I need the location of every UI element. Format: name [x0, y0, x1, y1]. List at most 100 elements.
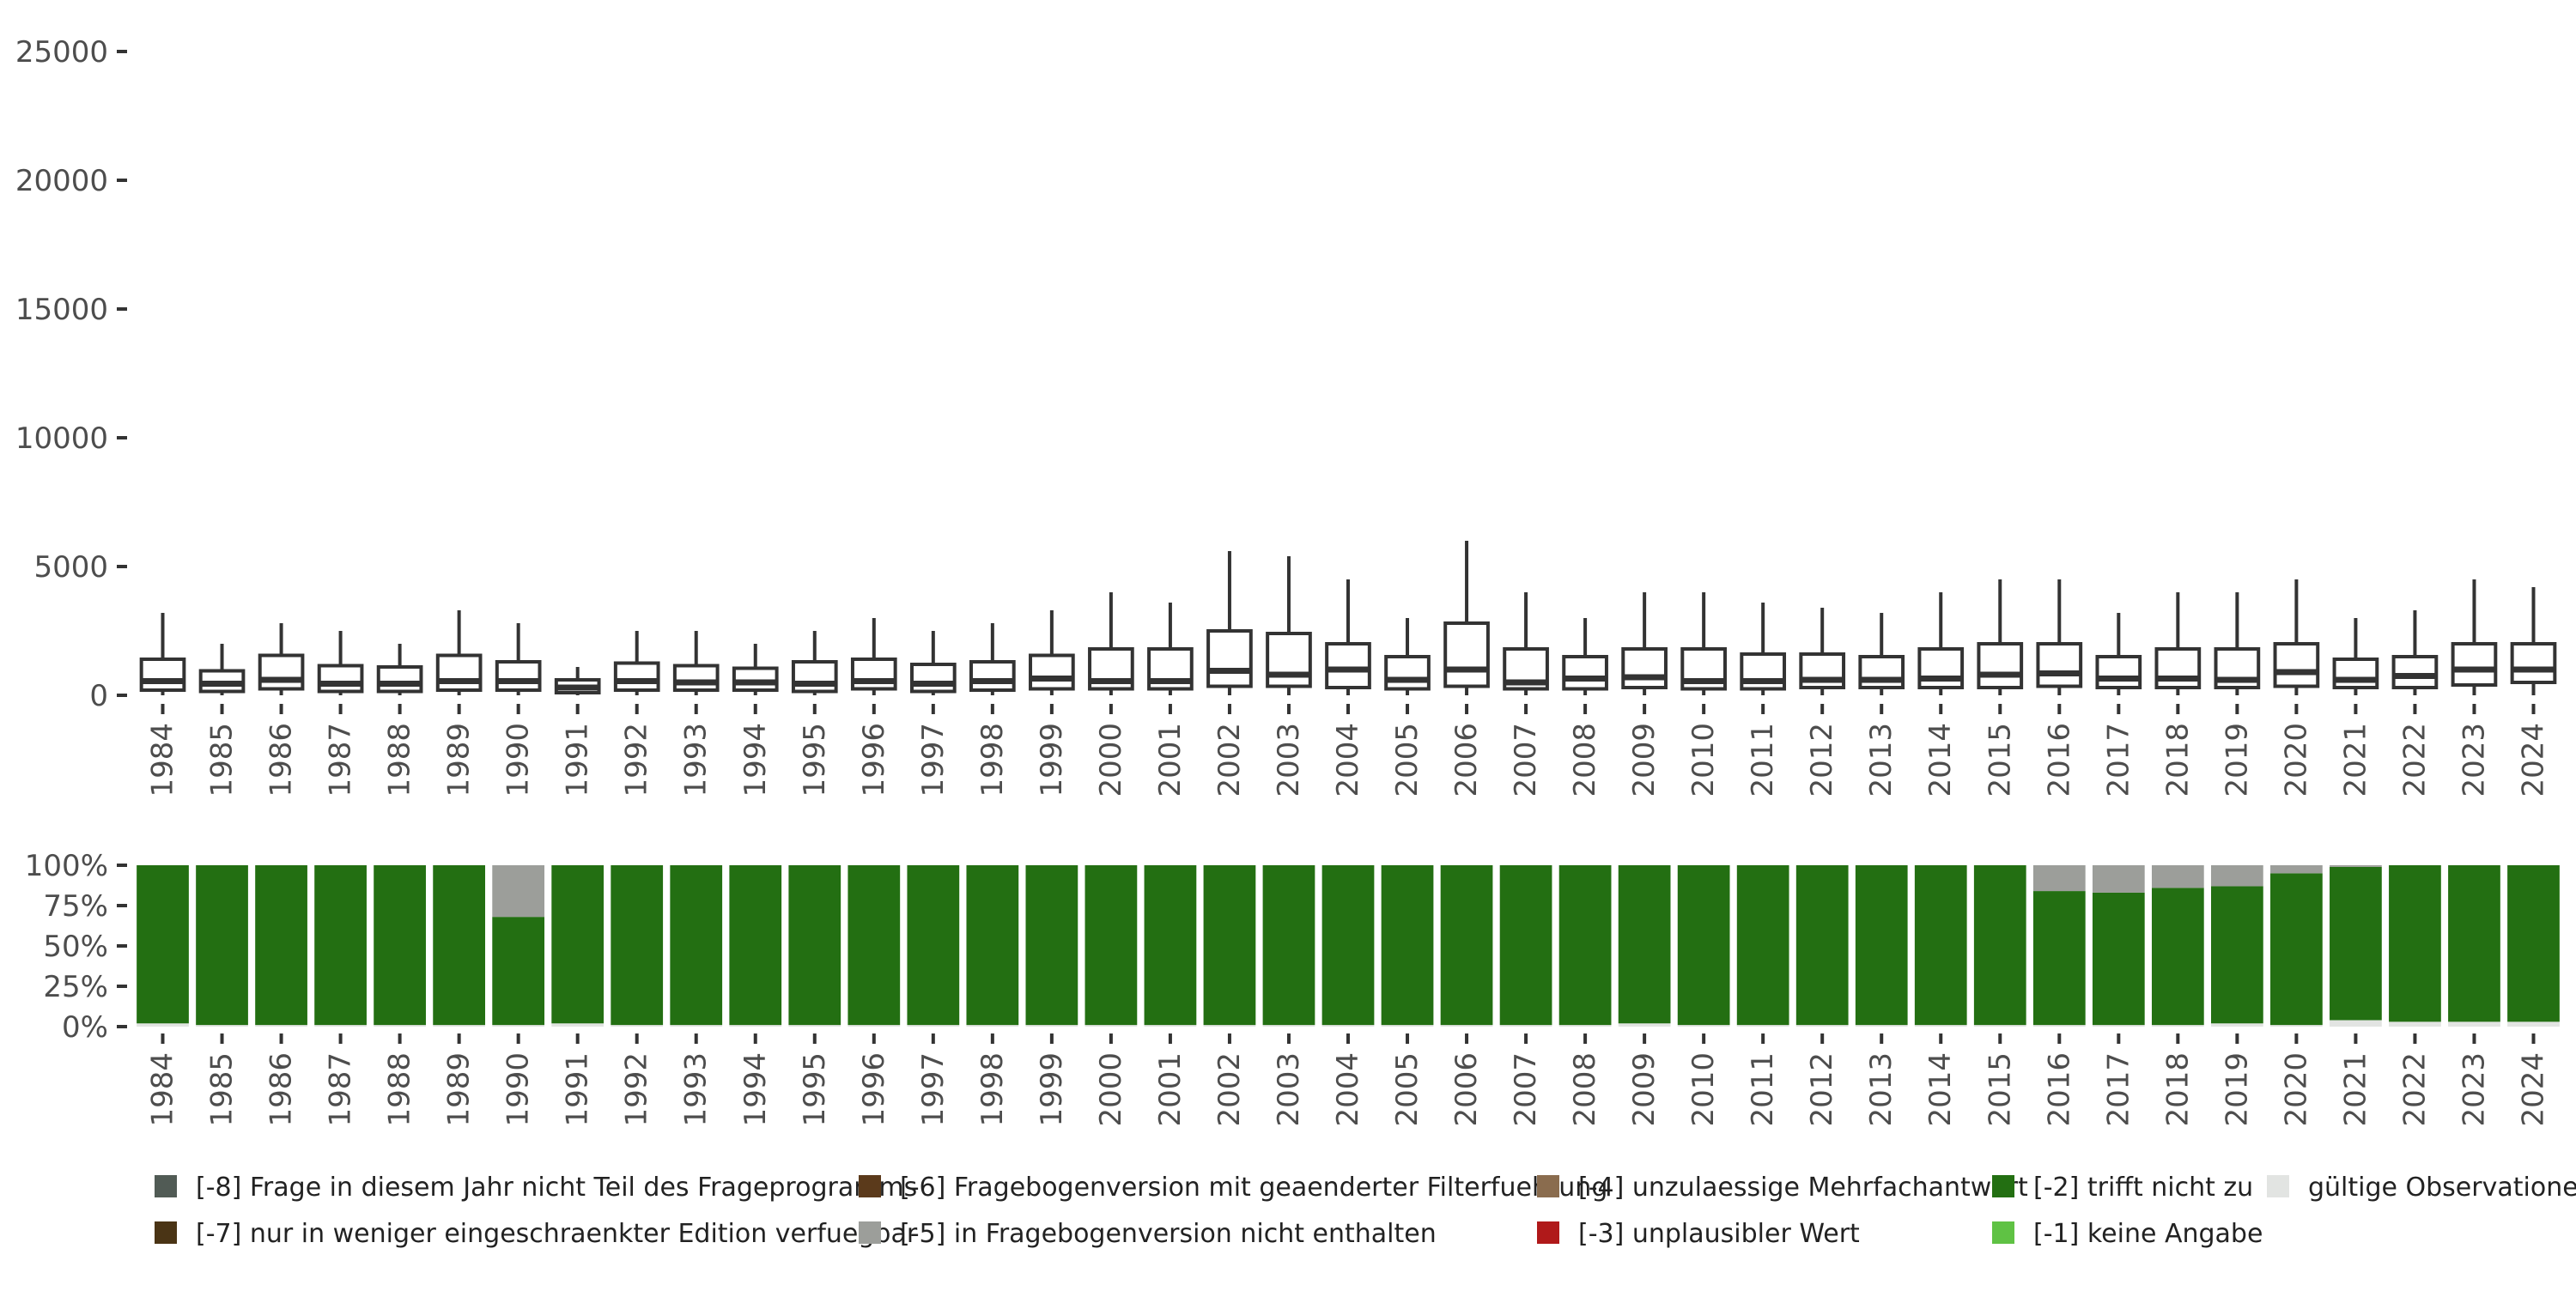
bar-segment: [2448, 865, 2500, 1022]
box-2001: [1147, 603, 1194, 695]
bar-segment: [1558, 1025, 1612, 1027]
legend-label: [-5] in Fragebogenversion nicht enthalte…: [900, 1219, 1437, 1249]
box-iqr: [613, 661, 660, 692]
bar-segment: [2507, 1021, 2560, 1027]
x-tick-label: 1992: [620, 723, 654, 797]
x-tick-label: 2010: [1686, 723, 1721, 797]
stacked-bar-2017: [2092, 865, 2145, 1027]
x-tick-label: 2023: [2457, 1052, 2491, 1127]
bar-segment: [2151, 865, 2204, 888]
stacked-bar-2019: [2210, 865, 2263, 1027]
x-tick-label: 1995: [798, 723, 832, 797]
legend-swatch: [1537, 1175, 1559, 1197]
bar-segment: [314, 865, 367, 1026]
bar-segment: [2032, 865, 2086, 892]
x-tick-label: 1994: [738, 723, 773, 797]
legend-swatch: [1992, 1175, 2014, 1197]
stacked-bar-2002: [1203, 865, 1256, 1027]
x-tick-label: 2008: [1568, 1052, 1602, 1127]
bar-segment: [1973, 865, 2026, 1026]
stacked-bar-1986: [255, 865, 307, 1027]
bar-segment: [1914, 1025, 1967, 1027]
box-1997: [909, 631, 957, 695]
box-iqr: [1621, 647, 1668, 689]
box-iqr: [1443, 621, 1490, 688]
x-tick-label: 2020: [2279, 1052, 2313, 1127]
legend-label: [-6] Fragebogenversion mit geaenderter F…: [900, 1173, 1607, 1203]
bar-segment: [1795, 865, 1849, 1026]
bar-segment: [848, 1025, 901, 1027]
x-tick-label: 2001: [1153, 723, 1188, 797]
bar-segment: [1558, 865, 1612, 1026]
x-tick-label: 2019: [2220, 1052, 2254, 1127]
stacked-bar-2001: [1144, 865, 1197, 1027]
stacked-bar-2014: [1914, 865, 1967, 1027]
bar-segment: [551, 865, 605, 1024]
bar-segment: [1084, 1025, 1138, 1027]
bar-segment: [255, 1025, 307, 1027]
box-1989: [435, 610, 483, 695]
box-iqr: [1325, 642, 1371, 689]
x-tick-label: 2000: [1094, 723, 1128, 797]
bar-segment: [2032, 891, 2086, 1026]
x-tick-label: 2003: [1272, 1052, 1306, 1127]
bar-segment: [670, 865, 723, 1026]
y-tick-label: 20000: [15, 164, 108, 198]
bar-segment: [2210, 865, 2263, 887]
x-tick-label: 2009: [1627, 1052, 1662, 1127]
y-tick-label: 10000: [15, 421, 108, 456]
stacked-bar-1988: [374, 865, 426, 1027]
bar-segment: [433, 865, 486, 1026]
bar-segment: [1736, 1025, 1789, 1027]
stacked-bar-1997: [907, 865, 960, 1027]
legend-item: [-6] Fragebogenversion mit geaenderter F…: [859, 1173, 1607, 1203]
legend-item: gültige Observationen: [2267, 1173, 2576, 1203]
y-tick-label: 100%: [25, 849, 108, 883]
x-tick-label: 1989: [442, 723, 477, 797]
box-2024: [2510, 587, 2557, 695]
bar-segment: [2270, 865, 2323, 874]
bar-segment: [1914, 865, 1967, 1026]
bar-segment: [1381, 1025, 1434, 1027]
box-1999: [1029, 610, 1075, 695]
box-2012: [1799, 608, 1846, 695]
x-tick-label: 1984: [146, 723, 180, 797]
y-tick-label: 25%: [43, 970, 108, 1004]
bar-segment: [1144, 1025, 1197, 1027]
bar-segment: [1855, 865, 1908, 1026]
box-1992: [613, 631, 660, 695]
stacked-bar-1995: [788, 865, 841, 1027]
box-iqr: [2095, 655, 2142, 689]
bar-segment: [1025, 865, 1078, 1026]
x-tick-label: 2016: [2042, 1052, 2076, 1127]
bar-segment: [2092, 865, 2145, 893]
box-2006: [1443, 541, 1490, 695]
x-tick-label: 2007: [1509, 723, 1543, 797]
box-2018: [2154, 592, 2202, 695]
x-tick-label: 2010: [1686, 1052, 1721, 1127]
box-iqr: [2036, 642, 2083, 688]
stacked-bar-2007: [1499, 865, 1552, 1027]
stacked-bar-2009: [1618, 865, 1671, 1027]
box-2010: [1680, 592, 1727, 695]
bar-segment: [611, 865, 664, 1026]
bar-segment: [2330, 1020, 2382, 1027]
bar-segment: [2092, 1025, 2145, 1027]
bar-segment: [611, 1025, 664, 1027]
x-tick-label: 2024: [2516, 723, 2550, 797]
stacked-bar-1996: [848, 865, 901, 1027]
stacked-bar-1985: [196, 865, 248, 1027]
stacked-bar-2011: [1736, 865, 1789, 1027]
x-tick-label: 1989: [442, 1052, 477, 1127]
legend-label: [-8] Frage in diesem Jahr nicht Teil des…: [196, 1173, 917, 1203]
stacked-bar-2015: [1973, 865, 2026, 1027]
box-2007: [1503, 592, 1549, 695]
bar-segment: [2330, 866, 2382, 1021]
bar-segment: [314, 1025, 367, 1027]
bar-segment: [2210, 1023, 2263, 1027]
bar-segment: [1025, 1025, 1078, 1027]
x-tick-label: 1986: [264, 723, 299, 797]
legend-swatch: [155, 1221, 177, 1244]
x-tick-label: 2000: [1094, 1052, 1128, 1127]
